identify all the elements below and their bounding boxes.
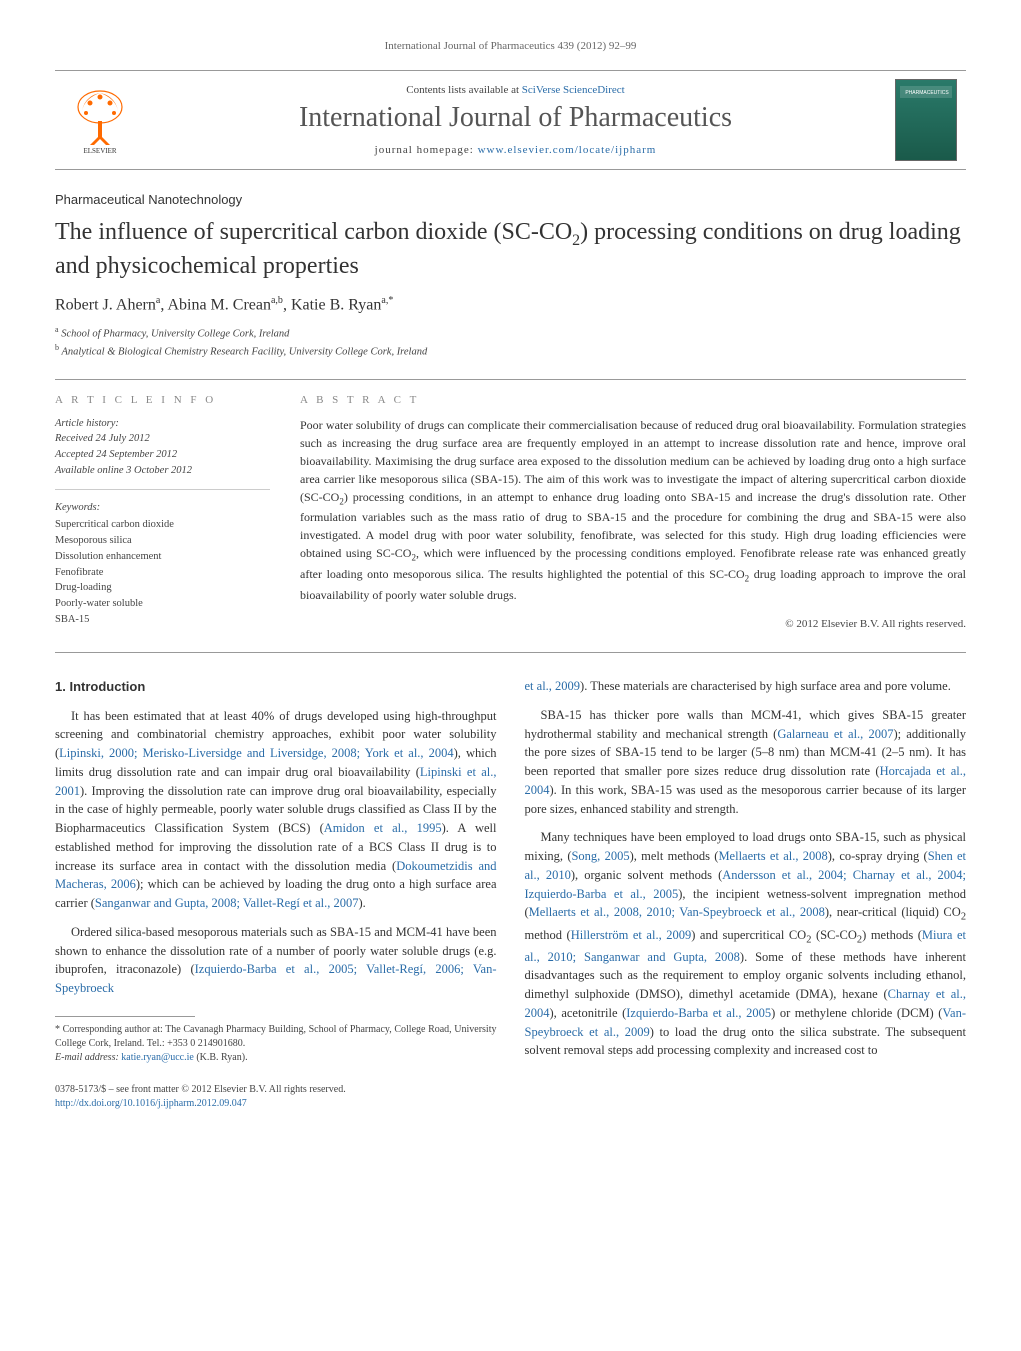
- keyword: Supercritical carbon dioxide: [55, 517, 270, 533]
- footnote-corresponding: * Corresponding author at: The Cavanagh …: [55, 1023, 497, 1051]
- history-accepted: Accepted 24 September 2012: [55, 447, 270, 463]
- keyword: SBA-15: [55, 612, 270, 628]
- section-title: Introduction: [69, 679, 145, 694]
- abstract-heading: A B S T R A C T: [300, 394, 966, 406]
- elsevier-tree-icon: ELSEVIER: [68, 85, 133, 155]
- running-header-citation: 439 (2012) 92–99: [558, 40, 637, 52]
- abstract-text: Poor water solubility of drugs can compl…: [300, 416, 966, 605]
- cover-label: PHARMACEUTICS: [905, 90, 949, 96]
- corresponding-author-footnote: * Corresponding author at: The Cavanagh …: [55, 1023, 497, 1065]
- affiliation-b: b Analytical & Biological Chemistry Rese…: [55, 342, 966, 360]
- body-paragraph: Many techniques have been employed to lo…: [525, 828, 967, 1060]
- footnote-email-line: E-mail address: katie.ryan@ucc.ie (K.B. …: [55, 1051, 497, 1065]
- article-info-sidebar: A R T I C L E I N F O Article history: R…: [55, 394, 270, 631]
- article-history: Article history: Received 24 July 2012 A…: [55, 416, 270, 490]
- article-title: The influence of supercritical carbon di…: [55, 217, 966, 281]
- abstract-block: A B S T R A C T Poor water solubility of…: [300, 394, 966, 631]
- keywords-label: Keywords:: [55, 500, 270, 516]
- running-header: International Journal of Pharmaceutics 4…: [55, 40, 966, 52]
- body-paragraph: SBA-15 has thicker pore walls than MCM-4…: [525, 706, 967, 819]
- journal-homepage-link[interactable]: www.elsevier.com/locate/ijpharm: [478, 144, 657, 156]
- footnote-email-suffix: (K.B. Ryan).: [196, 1052, 247, 1063]
- divider: [55, 379, 966, 380]
- keywords-block: Keywords: Supercritical carbon dioxide M…: [55, 500, 270, 628]
- affiliation-b-text: Analytical & Biological Chemistry Resear…: [61, 347, 427, 358]
- doi-link[interactable]: http://dx.doi.org/10.1016/j.ijpharm.2012…: [55, 1098, 247, 1109]
- body-paragraph: Ordered silica-based mesoporous material…: [55, 923, 497, 998]
- keyword: Dissolution enhancement: [55, 549, 270, 565]
- history-label: Article history:: [55, 416, 270, 432]
- footnote-separator: [55, 1016, 195, 1017]
- column-left: 1. Introduction It has been estimated th…: [55, 677, 497, 1111]
- publisher-logo-container: ELSEVIER: [55, 85, 145, 155]
- divider: [55, 652, 966, 653]
- svg-text:ELSEVIER: ELSEVIER: [83, 147, 116, 155]
- keyword: Mesoporous silica: [55, 533, 270, 549]
- affiliations: a School of Pharmacy, University College…: [55, 324, 966, 360]
- keyword: Fenofibrate: [55, 565, 270, 581]
- masthead: ELSEVIER Contents lists available at Sci…: [55, 70, 966, 170]
- affiliation-a-text: School of Pharmacy, University College C…: [61, 329, 289, 340]
- running-header-journal: International Journal of Pharmaceutics: [385, 40, 555, 52]
- section-number: 1.: [55, 679, 66, 694]
- column-right: et al., 2009). These materials are chara…: [525, 677, 967, 1111]
- footnote-email-label: E-mail address:: [55, 1052, 119, 1063]
- article-info-heading: A R T I C L E I N F O: [55, 394, 270, 406]
- sciencedirect-link[interactable]: SciVerse ScienceDirect: [522, 84, 625, 96]
- journal-cover-container: PHARMACEUTICS: [886, 79, 966, 161]
- article-section-label: Pharmaceutical Nanotechnology: [55, 192, 966, 207]
- history-online: Available online 3 October 2012: [55, 463, 270, 479]
- keyword: Drug-loading: [55, 580, 270, 596]
- body-two-column: 1. Introduction It has been estimated th…: [55, 677, 966, 1111]
- history-received: Received 24 July 2012: [55, 431, 270, 447]
- section-heading: 1. Introduction: [55, 677, 497, 697]
- contents-prefix: Contents lists available at: [406, 84, 521, 96]
- copyright-line: © 2012 Elsevier B.V. All rights reserved…: [300, 618, 966, 630]
- body-paragraph: et al., 2009). These materials are chara…: [525, 677, 967, 696]
- journal-name: International Journal of Pharmaceutics: [145, 102, 886, 134]
- journal-homepage-line: journal homepage: www.elsevier.com/locat…: [145, 144, 886, 156]
- keyword: Poorly-water soluble: [55, 596, 270, 612]
- issn-line: 0378-5173/$ – see front matter © 2012 El…: [55, 1083, 497, 1097]
- contents-available-line: Contents lists available at SciVerse Sci…: [145, 84, 886, 96]
- homepage-prefix: journal homepage:: [375, 144, 478, 156]
- affiliation-a: a School of Pharmacy, University College…: [55, 324, 966, 342]
- body-paragraph: It has been estimated that at least 40% …: [55, 707, 497, 913]
- author-list: Robert J. Aherna, Abina M. Creana,b, Kat…: [55, 295, 966, 314]
- journal-cover-thumbnail: PHARMACEUTICS: [895, 79, 957, 161]
- doi-block: 0378-5173/$ – see front matter © 2012 El…: [55, 1083, 497, 1111]
- footnote-email-link[interactable]: katie.ryan@ucc.ie: [121, 1052, 194, 1063]
